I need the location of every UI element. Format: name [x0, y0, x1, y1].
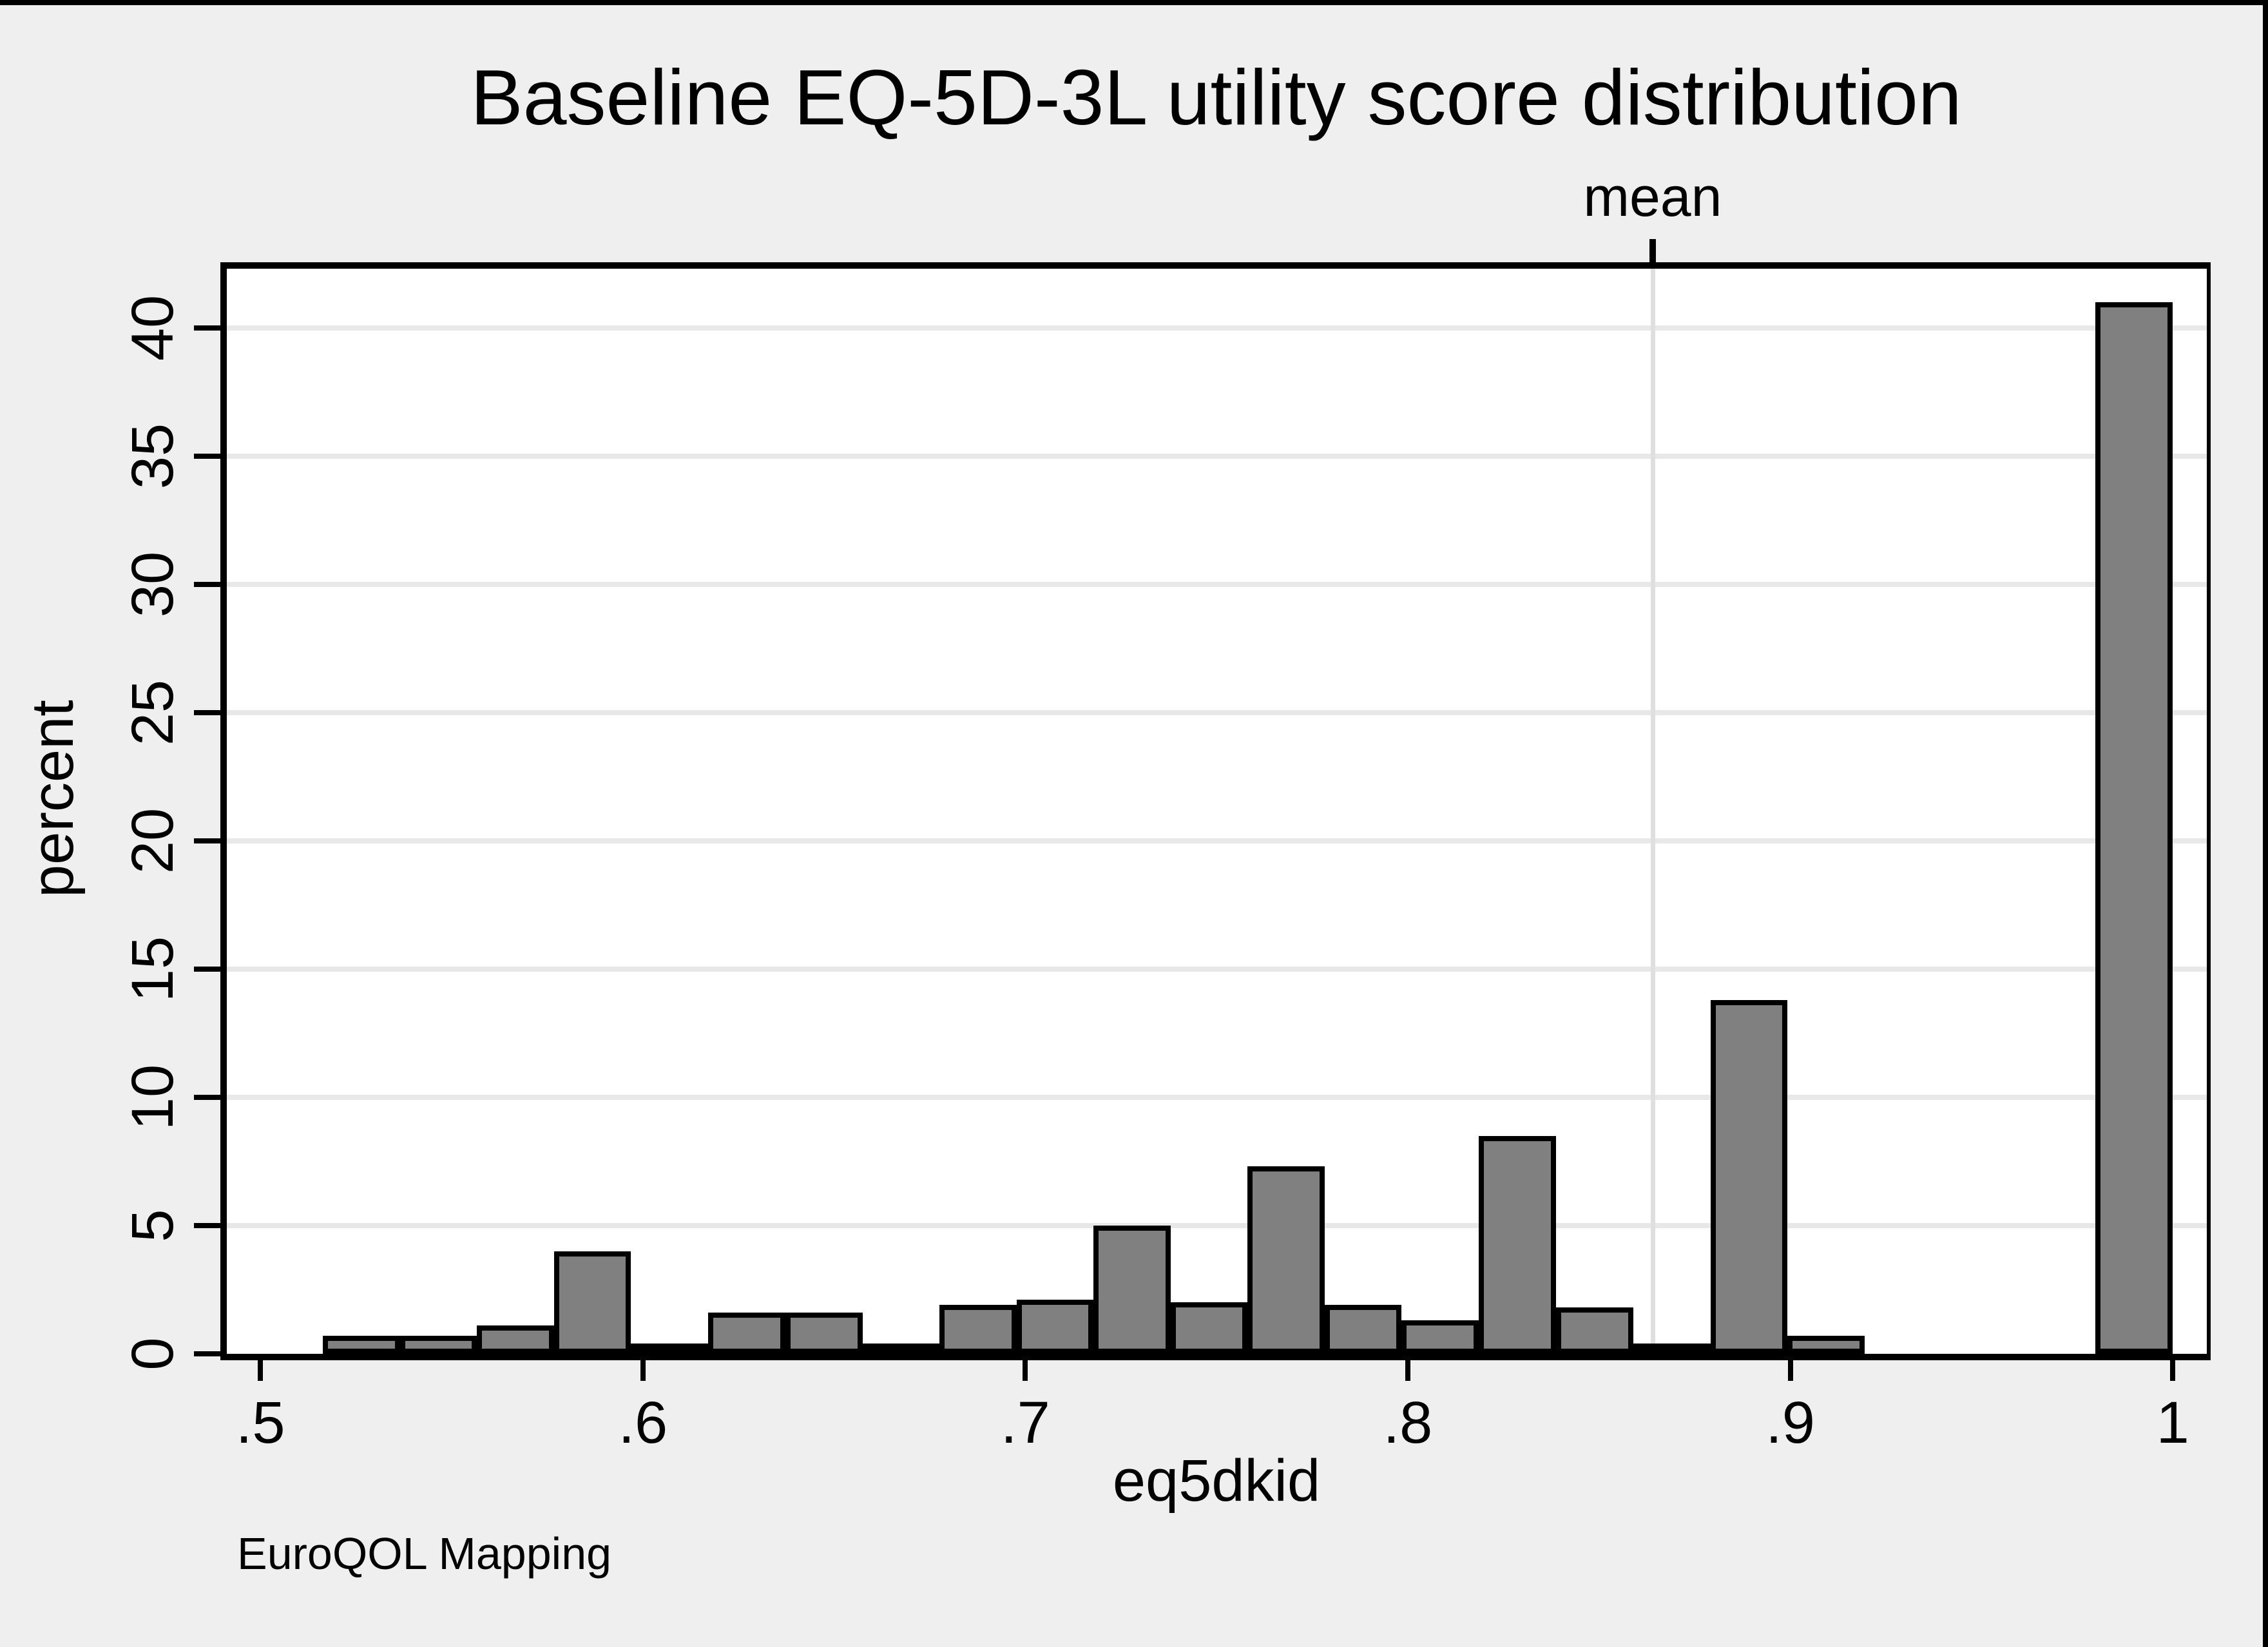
y-tick [194, 709, 221, 715]
screenshot-right-border [2263, 0, 2268, 1647]
x-tick [1023, 1359, 1028, 1381]
histogram-bar [939, 1305, 1017, 1354]
histogram-bar [477, 1325, 555, 1354]
x-tick-label: .8 [1383, 1390, 1433, 1456]
histogram-bar [708, 1313, 785, 1354]
y-tick-label: 5 [120, 1209, 186, 1242]
x-tick [258, 1359, 264, 1381]
x-tick-label: .6 [618, 1390, 668, 1456]
x-tick-label: 1 [2156, 1390, 2189, 1456]
y-tick [194, 1351, 221, 1356]
histogram-bar [862, 1344, 939, 1354]
y-tick-label: 35 [120, 423, 186, 489]
screenshot-top-border [0, 0, 2268, 5]
y-tick-label: 40 [120, 294, 186, 361]
histogram-bar [1555, 1307, 1633, 1354]
plot-area [220, 262, 2211, 1360]
gridline [227, 966, 2207, 972]
mean-line-label: mean [1583, 166, 1722, 228]
histogram-bar [1170, 1302, 1248, 1354]
y-tick-label: 25 [120, 679, 186, 746]
x-tick [640, 1359, 646, 1381]
gridline [227, 325, 2207, 331]
histogram-bar [2095, 302, 2173, 1354]
gridline [227, 1094, 2207, 1100]
histogram-bar [785, 1313, 863, 1354]
x-tick [1405, 1359, 1410, 1381]
chart-title: Baseline EQ-5D-3L utility score distribu… [470, 53, 1962, 141]
y-tick-label: 10 [120, 1064, 186, 1131]
histogram-bar [1710, 999, 1787, 1354]
histogram-bar [1787, 1336, 1865, 1354]
y-tick-label: 20 [120, 807, 186, 874]
y-tick [194, 1094, 221, 1100]
y-tick [194, 581, 221, 587]
histogram-bar [1479, 1135, 1556, 1354]
y-tick-label: 0 [120, 1337, 186, 1371]
x-tick-label: .7 [1001, 1390, 1050, 1456]
y-axis-title: percent [20, 700, 86, 898]
y-tick [194, 838, 221, 843]
x-tick-label: .5 [235, 1390, 285, 1456]
histogram-bar [631, 1344, 709, 1354]
gridline [227, 581, 2207, 587]
histogram-bar [1325, 1305, 1402, 1354]
y-tick [194, 325, 221, 331]
histogram-bar [1247, 1166, 1325, 1354]
histogram-bar [1093, 1225, 1171, 1354]
mean-reference-line [1650, 269, 1655, 1354]
gridline [227, 709, 2207, 715]
histogram-bar [399, 1336, 477, 1354]
y-tick-label: 30 [120, 551, 186, 617]
x-tick-label: .9 [1765, 1390, 1815, 1456]
histogram-bar [554, 1251, 631, 1354]
y-tick [194, 966, 221, 972]
gridline [227, 838, 2207, 843]
histogram-bar [322, 1336, 400, 1354]
x-axis-title: eq5dkid [1112, 1448, 1321, 1514]
x-tick [2170, 1359, 2176, 1381]
histogram-bar [1016, 1300, 1094, 1354]
histogram-bar [1401, 1320, 1479, 1354]
y-tick [194, 453, 221, 459]
histogram-bar [1633, 1344, 1711, 1354]
x-tick [1787, 1359, 1793, 1381]
gridline [227, 453, 2207, 459]
gridline [227, 1222, 2207, 1228]
y-tick [194, 1222, 221, 1228]
footer-note: EuroQOL Mapping [237, 1528, 612, 1579]
mean-line-tick [1649, 239, 1656, 266]
y-tick-label: 15 [120, 936, 186, 1002]
